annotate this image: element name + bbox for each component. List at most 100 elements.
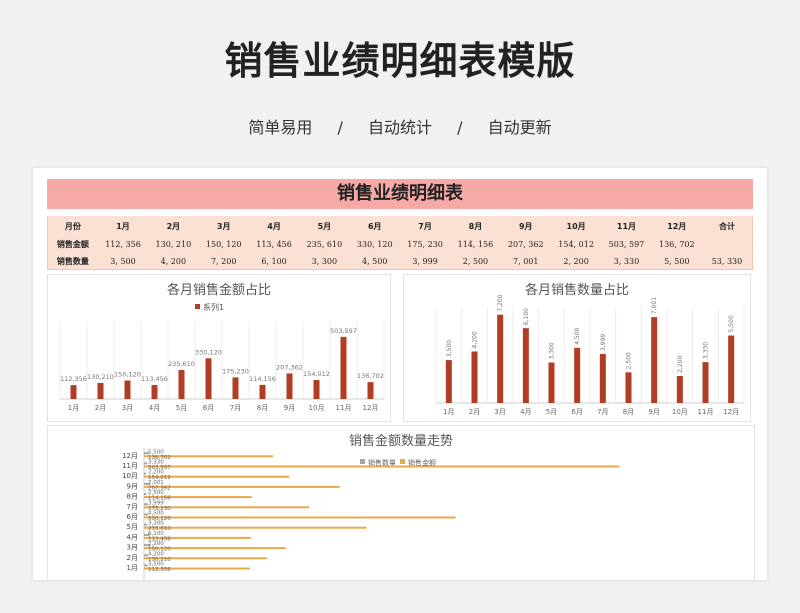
data-label: 3,500 [148, 562, 164, 568]
table-cell [701, 235, 753, 253]
data-label: 130,210 [87, 373, 114, 381]
bar [151, 385, 158, 399]
tick-label: 7月 [597, 408, 608, 416]
chart-title: 各月销售金额占比 [167, 282, 271, 298]
data-label: 113,456 [148, 536, 171, 542]
subtitle-part: 自动更新 [487, 118, 552, 137]
bar [144, 567, 251, 570]
subtitle-part: 自动统计 [367, 118, 432, 137]
column-header: 10月 [550, 216, 602, 236]
data-label: 4,200 [148, 551, 164, 557]
data-label: 175,230 [148, 506, 171, 512]
tick-label: 6月 [203, 404, 214, 412]
tick-label: 7月 [127, 503, 138, 511]
bar [144, 455, 274, 458]
bar [286, 373, 293, 399]
data-label: 207,362 [276, 363, 303, 371]
tick-label: 5月 [176, 404, 187, 412]
bar [232, 377, 239, 399]
table-cell: 503, 597 [601, 235, 652, 253]
data-label: 3,330 [703, 342, 710, 359]
bar [144, 516, 456, 519]
bar [144, 462, 148, 465]
page-title: 销售业绩明细表模版 [224, 39, 576, 83]
bar [651, 317, 658, 403]
bar [313, 380, 320, 399]
tick-label: 3月 [122, 404, 133, 412]
table-cell: 3, 999 [399, 252, 451, 270]
bar [599, 353, 606, 403]
tick-label: 10月 [122, 472, 138, 480]
data-label: 5,500 [148, 449, 164, 455]
table-cell: 113, 456 [248, 235, 300, 253]
legend-swatch [360, 459, 365, 464]
table-cell: 2, 500 [450, 252, 501, 270]
subtitle-separator: / [337, 118, 343, 137]
column-header: 4月 [248, 216, 300, 236]
data-label: 112,356 [148, 567, 171, 573]
bar [124, 380, 131, 399]
bar [340, 336, 347, 399]
data-label: 4,500 [148, 511, 164, 517]
table-cell: 6, 100 [248, 252, 300, 270]
tick-label: 1月 [68, 404, 79, 412]
amount-chart-panel: 各月销售金额占比 系列1 112,356 1月 130,210 2月 150,120 3月 11… [47, 274, 391, 422]
table-cell: 136, 702 [651, 235, 702, 253]
subtitle-part: 简单易用 [248, 118, 313, 137]
tick-label: 9月 [127, 482, 138, 490]
column-header: 月份 [47, 216, 98, 236]
column-header: 1月 [97, 216, 149, 236]
table-header-row: 月份 1月 2月 3月 4月 5月 6月 7月 8月 9月 10月 11月 12… [47, 216, 753, 236]
tick-label: 3月 [494, 408, 505, 416]
column-header: 6月 [349, 216, 400, 236]
data-label: 175,230 [222, 367, 249, 375]
tick-label: 11月 [698, 408, 714, 416]
table-cell: 3, 500 [97, 252, 149, 270]
tick-label: 7月 [230, 404, 241, 412]
table-cell: 7, 200 [198, 252, 249, 270]
data-label: 130,210 [148, 557, 171, 563]
data-label: 2,500 [148, 490, 164, 496]
data-label: 4,500 [574, 327, 581, 344]
bar [144, 536, 252, 539]
data-label: 136,702 [148, 455, 171, 461]
column-header: 7月 [399, 216, 451, 236]
tick-label: 9月 [284, 404, 295, 412]
tick-label: 11月 [336, 404, 352, 412]
tick-label: 10月 [672, 408, 688, 416]
data-label: 3,300 [148, 521, 164, 527]
data-label: 112,356 [60, 375, 87, 383]
bar [144, 496, 252, 499]
bar [205, 358, 212, 399]
bar [144, 526, 367, 529]
tick-label: 6月 [127, 513, 138, 521]
table-cell: 154, 012 [550, 235, 602, 253]
tick-label: 5月 [127, 523, 138, 531]
data-label: 114,156 [148, 496, 171, 502]
subtitle-separator: / [457, 118, 463, 137]
tick-label: 4月 [149, 404, 160, 412]
data-label: 154,012 [303, 370, 330, 378]
summary-table: 月份 1月 2月 3月 4月 5月 6月 7月 8月 9月 10月 11月 12… [47, 216, 753, 270]
data-label: 2,200 [677, 356, 684, 373]
bar [144, 533, 150, 536]
data-label: 503,597 [330, 327, 357, 335]
bar [144, 472, 147, 475]
bar [144, 475, 290, 478]
bar [522, 328, 529, 403]
data-label: 3,300 [549, 342, 556, 359]
table-row: 销售数量 3, 500 4, 200 7, 200 6, 100 3, 300 … [47, 252, 753, 270]
sheet-banner: 销售业绩明细表 [47, 179, 753, 209]
bar [259, 384, 266, 399]
tick-label: 8月 [623, 408, 634, 416]
data-label: 7,200 [497, 294, 504, 311]
row-label: 销售金额 [47, 235, 98, 253]
data-label: 7,200 [148, 541, 164, 547]
tick-label: 3月 [127, 544, 138, 552]
bar [144, 513, 149, 516]
tick-label: 12月 [122, 452, 138, 460]
tick-label: 5月 [546, 408, 557, 416]
chart-title: 销售金额数量走势 [349, 433, 453, 449]
data-label: 3,500 [446, 340, 453, 357]
bar [367, 382, 374, 399]
